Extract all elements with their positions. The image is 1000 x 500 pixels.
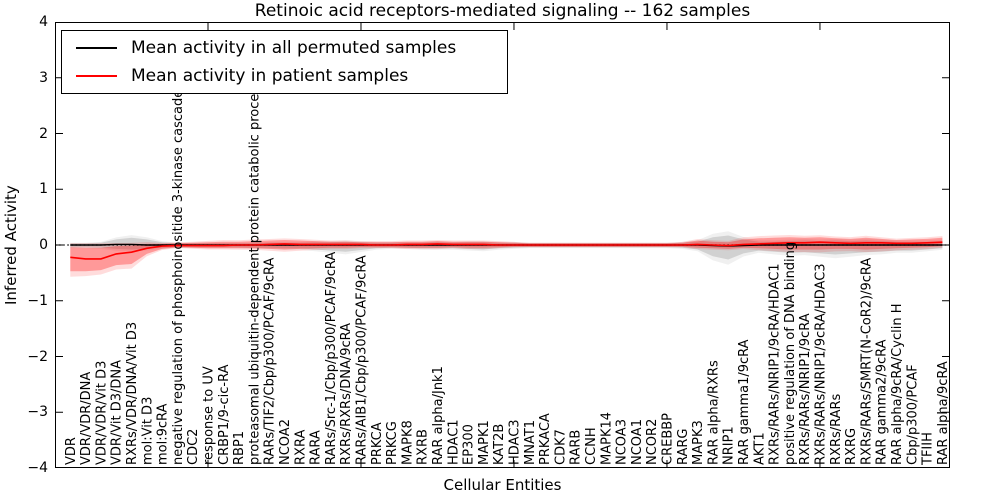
x-tick-label: CREBBP	[661, 413, 676, 465]
series-band-outer-0	[70, 231, 943, 265]
x-tick-label: MNAT1	[523, 420, 538, 465]
x-tick-label: RAR alpha/Jnk1	[431, 366, 446, 465]
x-tick-label: RAR alpha/9cRA	[936, 361, 950, 465]
y-tick-label: 0	[39, 237, 48, 253]
y-tick-label: −2	[27, 348, 48, 365]
x-tick-label: HDAC1	[446, 419, 461, 465]
x-tick-label: MAPK3	[691, 420, 706, 465]
x-tick-label: RARs/Src-1/Cbp/p300/PCAF/9cRA	[324, 252, 339, 465]
x-tick-label: CDK7	[553, 429, 568, 465]
x-tick-label: MAPK14	[599, 412, 614, 465]
x-tick-label: RXRs/VDR/DNA/Vit D3	[125, 322, 140, 465]
x-tick-label: RARA	[309, 430, 324, 465]
x-tick-label: RXRB	[416, 429, 431, 465]
x-tick-label: Cbp/p300/PCAF	[905, 364, 920, 465]
x-tick-label: MAPK8	[400, 420, 415, 465]
y-tick-label: 4	[39, 14, 48, 30]
x-tick-label: VDR/VDR/Vit D3	[94, 361, 109, 465]
x-tick-label: RXRG	[844, 428, 859, 465]
x-tick-label: CCNH	[584, 427, 599, 465]
x-tick-label: response to UV	[202, 366, 217, 465]
x-tick-label: TFIIH	[921, 432, 936, 466]
x-tick-label: RXRs/RARs/NRIP1/9cRA/HDAC3	[814, 263, 829, 465]
x-tick-label: VDR/Vit D3/DNA	[110, 360, 125, 465]
x-tick-label: proteasomal ubiquitin-dependent protein …	[247, 80, 262, 465]
x-tick-label: MAPK1	[477, 420, 492, 465]
x-tick-label: CDC2	[186, 429, 201, 465]
x-tick-label: RAR alpha/RXRs	[706, 360, 721, 465]
legend: Mean activity in all permuted samples Mea…	[61, 30, 508, 94]
x-tick-label: RXRs/RARs	[829, 393, 844, 465]
plot-frame	[55, 22, 950, 468]
x-tick-label: KAT2B	[492, 424, 507, 465]
y-tick-label: 2	[39, 125, 48, 142]
x-tick-label: PRKACA	[538, 413, 553, 465]
x-tick-label: RXRs/RARs/NRIP1/9cRA	[798, 313, 813, 465]
x-tick-label: RARs/TIF2/Cbp/p300/PCAF/9cRA	[263, 258, 278, 465]
plot-canvas: VDR VDR/VDR/DNA VDR/VDR/Vit D3 VDR/Vit D3/D…	[55, 22, 950, 468]
x-tick-label: VDR	[64, 437, 79, 465]
legend-label: Mean activity in patient samples	[131, 65, 409, 86]
legend-entry: Mean activity in patient samples	[76, 66, 507, 86]
x-tick-label: PRKCG	[385, 421, 400, 465]
x-tick-label: VDR/VDR/DNA	[79, 372, 94, 465]
y-tick-label: 1	[39, 181, 48, 198]
x-tick-label: RAR gamma1/9cRA	[737, 339, 752, 465]
y-tick-label: 3	[39, 69, 48, 86]
y-tick-label: −3	[27, 404, 48, 421]
x-axis-label: Cellular Entities	[443, 476, 562, 494]
x-tick-label: RARs/AIB1/Cbp/p300/PCAF/9cRA	[355, 255, 370, 465]
chart-title: Retinoic acid receptors-mediated signali…	[254, 1, 751, 21]
legend-line-swatch	[76, 47, 117, 50]
x-tick-label: NCOA2	[278, 419, 293, 465]
y-tick-label: −4	[27, 460, 48, 476]
x-tick-label: NCOA3	[615, 419, 630, 465]
x-tick-label: RXRs/RARs/SMRT(N-CoR2)/9cRA	[859, 258, 874, 465]
x-tick-label: RARG	[676, 428, 691, 465]
x-tick-label: RARB	[569, 430, 584, 465]
patient-mean-line	[70, 241, 943, 260]
x-tick-label: RXRA	[293, 430, 308, 465]
x-tick-label: mol:9cRA	[156, 403, 171, 465]
x-tick-label: HDAC3	[508, 419, 523, 465]
legend-line-swatch	[76, 74, 117, 77]
x-tick-label: NCOR2	[645, 419, 660, 465]
y-tick-label: −1	[27, 292, 48, 309]
x-tick-label: RAR alpha/9cRA/Cyclin H	[890, 304, 905, 465]
x-tick-label: NRIP1	[722, 426, 737, 465]
x-tick-label: RBP1	[232, 431, 247, 465]
series-band-0	[70, 235, 943, 260]
x-tick-label: EP300	[462, 424, 477, 465]
legend-entry: Mean activity in all permuted samples	[76, 38, 507, 58]
x-tick-label: RXRs/RXRs/DNA/9cRA	[339, 323, 354, 465]
x-tick-label: RXRs/RARs/NRIP1/9cRA/HDAC1	[768, 263, 783, 465]
x-tick-label: NCOA1	[630, 419, 645, 465]
x-tick-label: AKT1	[752, 432, 767, 465]
legend-label: Mean activity in all permuted samples	[131, 38, 457, 59]
x-tick-label: CRBP1/9-cic-RA	[217, 364, 232, 465]
x-tick-label: negative regulation of phosphoinositide …	[171, 90, 186, 465]
x-tick-label: positive regulation of DNA binding	[783, 242, 798, 465]
x-tick-label: RAR gamma2/9cRA	[875, 339, 890, 465]
x-tick-label: PRKCA	[370, 422, 385, 465]
x-tick-label: mol:Vit D3	[140, 397, 155, 465]
